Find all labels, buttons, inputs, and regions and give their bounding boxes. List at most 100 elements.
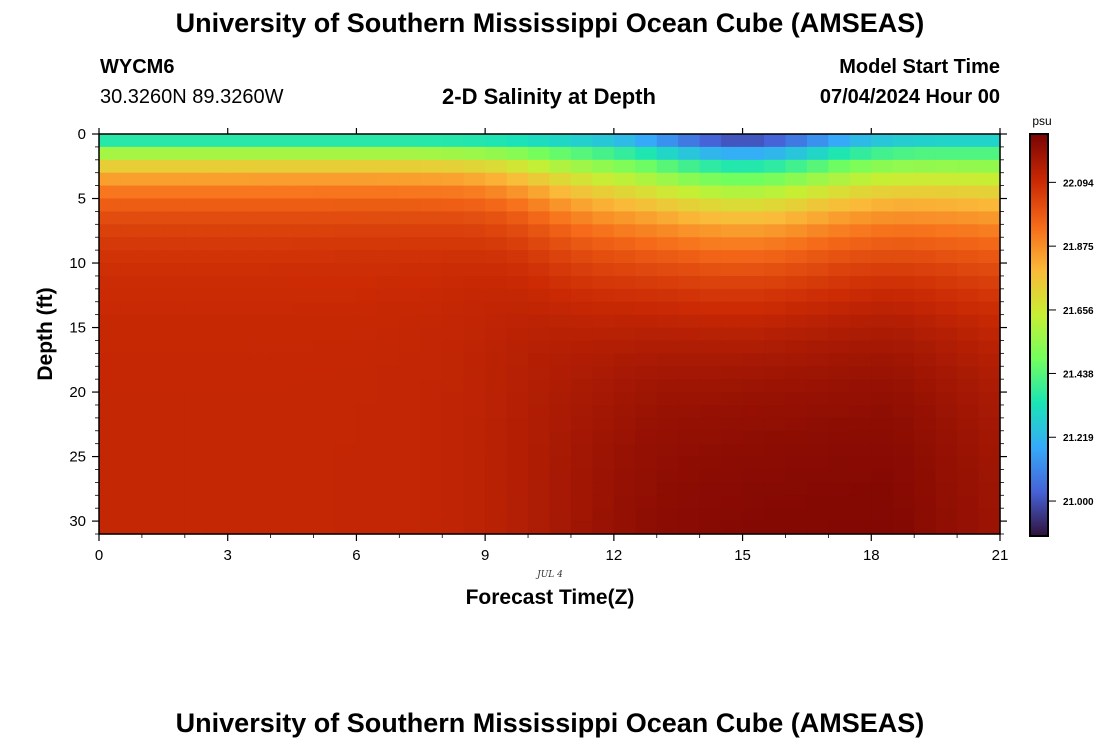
heatmap-cell [742,159,765,174]
heatmap-cell [292,340,315,354]
heatmap-cell [699,417,722,432]
heatmap-cell [99,301,122,316]
heatmap-cell [399,379,422,393]
heatmap-cell [613,508,636,522]
heatmap-cell [206,340,229,354]
heatmap-cell [377,327,400,342]
heatmap-cell [806,263,829,277]
heatmap-cell [613,172,636,187]
heatmap-cell [592,379,615,393]
heatmap-cell [699,430,722,445]
heatmap-cell [721,250,744,264]
heatmap-cell [249,392,272,406]
heatmap-cell [849,263,872,277]
heatmap-cell [699,159,722,174]
heatmap-cell [120,301,143,316]
heatmap-cell [570,521,593,535]
heatmap-cell [399,417,422,432]
heatmap-cell [99,211,122,225]
heatmap-cell [978,379,1001,393]
heatmap-cell [957,275,980,290]
heatmap-cell [270,430,293,445]
heatmap-cell [442,521,465,535]
heatmap-cell [935,327,958,342]
heatmap-cell [742,327,765,342]
heatmap-cell [764,211,787,225]
heatmap-cell [613,353,636,367]
heatmap-cell [764,301,787,316]
heatmap-cell [549,404,572,419]
heatmap-cell [785,521,808,535]
heatmap-cell [184,430,207,445]
heatmap-cell [764,250,787,264]
heatmap-cell [292,353,315,367]
heatmap-cell [399,430,422,445]
heatmap-cell [635,366,658,380]
heatmap-cell [399,353,422,367]
heatmap-cell [699,443,722,458]
heatmap-cell [463,379,486,393]
heatmap-cell [721,327,744,342]
heatmap-cell [721,430,744,445]
heatmap-cell [678,495,701,509]
heatmap-cell [828,508,851,522]
heatmap-cell [313,430,336,445]
heatmap-cell [935,211,958,225]
heatmap-cell [184,508,207,522]
heatmap-cell [849,134,872,148]
heatmap-cell [570,379,593,393]
heatmap-cell [699,314,722,329]
heatmap-cell [656,495,679,509]
heatmap-cell [957,185,980,200]
heatmap-cell [249,366,272,380]
heatmap-cell [892,211,915,225]
heatmap-cell [849,417,872,432]
heatmap-cell [184,456,207,471]
heatmap-cell [442,392,465,406]
heatmap-cell [892,482,915,496]
heatmap-cell [163,159,186,174]
heatmap-cell [892,146,915,161]
heatmap-cell [549,172,572,187]
heatmap-cell [420,521,443,535]
heatmap-cell [399,185,422,200]
heatmap-cell [892,508,915,522]
heatmap-cell [828,159,851,174]
heatmap-cell [99,456,122,471]
heatmap-cell [678,263,701,277]
heatmap-cell [935,146,958,161]
heatmap-cell [957,198,980,213]
heatmap-cell [485,366,508,380]
heatmap-cell [377,392,400,406]
colorbar-tick-label: 21.656 [1063,306,1094,317]
heatmap-cell [377,340,400,354]
heatmap-cell [420,211,443,225]
heatmap-cell [549,224,572,238]
heatmap-cell [613,275,636,290]
heatmap-cell [699,211,722,225]
heatmap-cell [99,495,122,509]
heatmap-cell [613,159,636,174]
heatmap-cell [635,417,658,432]
heatmap-cell [485,211,508,225]
heatmap-cell [656,469,679,483]
heatmap-cell [656,508,679,522]
y-tick-label: 5 [78,191,86,208]
heatmap-cell [99,404,122,419]
heatmap-cell [377,224,400,238]
heatmap-cell [485,185,508,200]
heatmap-cell [141,146,164,161]
heatmap-cell [828,417,851,432]
heatmap-cell [485,417,508,432]
heatmap-cell [828,456,851,471]
heatmap-cell [270,327,293,342]
heatmap-cell [871,301,894,316]
heatmap-cell [334,430,358,445]
heatmap-cell [141,288,164,303]
heatmap-cell [849,353,872,367]
heatmap-cell [592,185,615,200]
heatmap-cell [549,443,572,458]
heatmap-cell [806,159,829,174]
heatmap-cell [806,379,829,393]
heatmap-cell [249,482,272,496]
